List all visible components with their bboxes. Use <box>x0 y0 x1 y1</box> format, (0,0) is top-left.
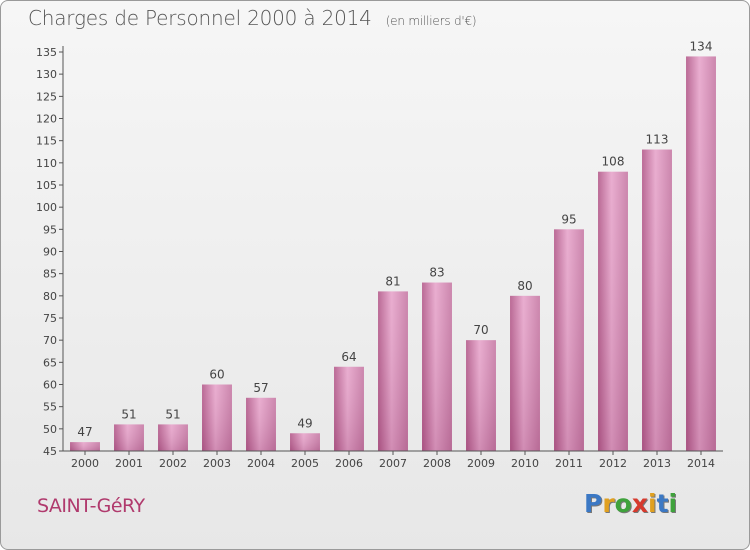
bar-value-label: 134 <box>690 39 713 53</box>
y-tick-label: 80 <box>43 290 57 303</box>
x-tick-label: 2013 <box>643 457 671 470</box>
y-tick-label: 60 <box>43 379 57 392</box>
proxiti-logo: Proxiti <box>584 489 677 518</box>
bar-value-label: 95 <box>561 212 576 226</box>
y-tick-label: 135 <box>36 46 57 59</box>
chart-title-text: Charges de Personnel 2000 à 2014 <box>28 6 372 30</box>
bar-value-label: 81 <box>385 274 400 288</box>
bar-value-label: 108 <box>602 155 625 169</box>
y-axis: 45 50 55 60 65 70 75 80 85 90 95 100 105 110 115 120 125… <box>36 46 64 458</box>
y-tick-label: 100 <box>36 201 57 214</box>
x-tick-label: 2014 <box>687 457 715 470</box>
x-tick-label: 2009 <box>467 457 495 470</box>
bar-value-label: 83 <box>429 266 444 280</box>
logo-letter: r <box>602 489 615 518</box>
bar-shade <box>510 295 540 451</box>
bar-shade <box>554 229 584 451</box>
bar-shade <box>642 149 672 452</box>
x-tick-label: 2000 <box>71 457 99 470</box>
logo-letter: P <box>584 489 603 518</box>
x-tick-label: 2001 <box>115 457 143 470</box>
y-tick-label: 85 <box>43 268 57 281</box>
bar-shade <box>334 366 364 451</box>
logo-letter: i <box>668 489 678 518</box>
bar-value-label: 80 <box>517 279 532 293</box>
y-tick-label: 110 <box>36 157 57 170</box>
y-tick-label: 115 <box>36 135 57 148</box>
y-tick-label: 95 <box>43 223 57 236</box>
bar-value-label: 113 <box>646 133 669 147</box>
chart-subtitle: (en milliers d'€) <box>385 14 477 28</box>
logo-letter: x <box>631 489 648 518</box>
y-tick-label: 45 <box>43 445 57 458</box>
x-tick-label: 2003 <box>203 457 231 470</box>
bar-shade <box>290 433 320 451</box>
location-name: SAINT-GéRY <box>37 495 145 517</box>
bar-shade <box>422 282 452 451</box>
bar-shade <box>70 442 100 451</box>
y-tick-label: 75 <box>43 312 57 325</box>
bar-value-label: 51 <box>121 407 136 421</box>
x-tick-label: 2004 <box>247 457 275 470</box>
bar-shade <box>686 56 716 451</box>
bar-shade <box>378 291 408 451</box>
x-tick-label: 2011 <box>555 457 583 470</box>
bar-value-label: 57 <box>253 381 268 395</box>
y-tick-label: 90 <box>43 246 57 259</box>
y-tick-label: 65 <box>43 356 57 369</box>
y-tick-label: 120 <box>36 113 57 126</box>
logo-letter: t <box>656 489 669 518</box>
x-axis: 2000 2001 2002 2003 2004 2005 2006 2007 2008 2009… <box>63 450 723 470</box>
y-tick-label: 130 <box>36 68 57 81</box>
bar-value-label: 47 <box>77 425 92 439</box>
bar-shade <box>114 424 144 451</box>
x-tick-label: 2007 <box>379 457 407 470</box>
bar-value-label: 70 <box>473 323 488 337</box>
chart-title: Charges de Personnel 2000 à 2014 (en mill… <box>28 6 477 30</box>
bar-shade <box>202 384 232 451</box>
x-tick-label: 2010 <box>511 457 539 470</box>
bar-shade <box>598 171 628 451</box>
bar-value-label: 60 <box>209 368 224 382</box>
x-tick-label: 2002 <box>159 457 187 470</box>
y-tick-label: 105 <box>36 179 57 192</box>
bar-shade <box>158 424 188 451</box>
bars-group: 47 51 51 60 57 49 64 81 83 70 80 95 108 113 134 <box>70 39 716 452</box>
bar-value-label: 49 <box>297 416 312 430</box>
y-tick-label: 50 <box>43 423 57 436</box>
bar-value-label: 64 <box>341 350 356 364</box>
x-tick-label: 2012 <box>599 457 627 470</box>
y-tick-label: 55 <box>43 401 57 414</box>
bar-shade <box>246 397 276 451</box>
x-tick-label: 2008 <box>423 457 451 470</box>
bar-shade <box>466 340 496 451</box>
x-tick-label: 2005 <box>291 457 319 470</box>
logo-letter: i <box>648 489 657 518</box>
y-tick-label: 125 <box>36 90 57 103</box>
logo-letter: o <box>614 489 632 518</box>
x-tick-label: 2006 <box>335 457 363 470</box>
y-tick-label: 70 <box>43 334 57 347</box>
bar-value-label: 51 <box>165 407 180 421</box>
